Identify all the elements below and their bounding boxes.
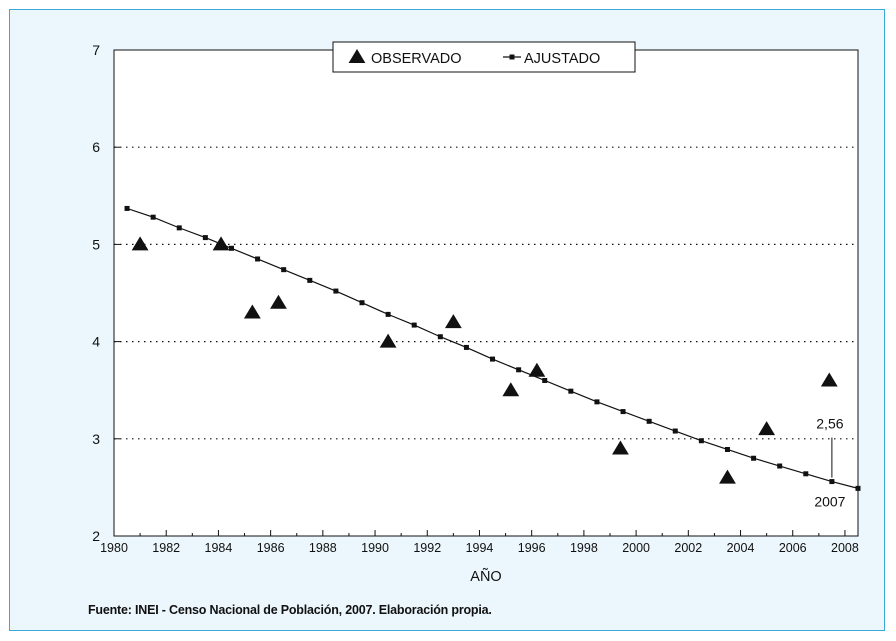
fitted-point	[463, 344, 469, 350]
y-tick-label: 7	[92, 42, 100, 58]
fitted-point	[333, 288, 339, 294]
x-tick-label: 2004	[727, 541, 755, 555]
annotation-year: 2007	[814, 494, 845, 510]
fitted-point	[698, 438, 704, 444]
plot-area	[113, 49, 859, 537]
observed-point	[528, 362, 546, 377]
observed-point	[379, 333, 397, 348]
fitted-point	[228, 245, 234, 251]
legend-ajustado-label: AJUSTADO	[524, 51, 600, 67]
source-note: Fuente: INEI - Censo Nacional de Poblaci…	[88, 603, 492, 617]
fitted-point	[150, 214, 156, 220]
x-tick-label: 2002	[674, 541, 702, 555]
observed-point	[131, 236, 149, 251]
x-tick-label: 1990	[361, 541, 389, 555]
observed-point	[270, 294, 287, 309]
x-tick-label: 2006	[779, 541, 807, 555]
fitted-point	[803, 471, 809, 477]
observed-point	[820, 372, 838, 387]
fitted-point	[385, 311, 391, 317]
y-tick-label: 3	[92, 431, 100, 447]
x-tick-label: 1980	[100, 541, 128, 555]
plot-layer: 2 3 4 5 6 7 1980 1982 1984 1986 1988 1990 1992 1994 19…	[92, 41, 861, 585]
fitted-point	[724, 446, 730, 452]
x-tick-label: 1988	[309, 541, 337, 555]
y-tick-label: 5	[92, 236, 100, 252]
x-tick-label: 1996	[518, 541, 546, 555]
fitted-point	[620, 409, 626, 415]
fitted-point	[542, 377, 548, 383]
observed-point	[758, 421, 776, 436]
x-axis-title: AÑO	[470, 568, 501, 585]
observed-point	[243, 304, 261, 319]
fitted-point	[202, 235, 208, 241]
fitted-point	[437, 334, 443, 340]
x-tick-label: 1982	[152, 541, 180, 555]
fitted-point	[568, 388, 574, 394]
legend-box	[332, 41, 636, 73]
fitted-point	[281, 267, 287, 273]
x-tick-label: 1986	[257, 541, 285, 555]
x-tick-label: 1984	[205, 541, 233, 555]
y-tick-label: 4	[92, 334, 100, 350]
fitted-point	[646, 418, 652, 424]
observed-point	[612, 440, 629, 455]
y-tick-label: 2	[92, 528, 100, 544]
observed-point	[502, 382, 520, 397]
observed-point	[444, 314, 462, 329]
fitted-point	[490, 356, 496, 362]
y-tick-label: 6	[92, 139, 100, 155]
legend-ajustado-marker	[509, 54, 515, 60]
fitted-point	[359, 300, 365, 306]
fitted-point	[411, 322, 417, 328]
observed-point	[719, 469, 736, 484]
observed-point	[212, 236, 230, 251]
legend-observado-label: OBSERVADO	[371, 51, 462, 67]
fitted-point	[855, 485, 861, 491]
legend-observado-marker	[348, 49, 366, 63]
fitted-point	[829, 479, 835, 485]
fitted-point	[594, 399, 600, 405]
x-tick-label: 1998	[570, 541, 598, 555]
annotation-value: 2,56	[816, 416, 843, 432]
fitted-point	[124, 205, 130, 211]
fitted-point	[307, 277, 313, 283]
x-tick-label: 1992	[413, 541, 441, 555]
x-tick-label: 2008	[831, 541, 859, 555]
x-tick-label: 2000	[622, 541, 650, 555]
fitted-point	[672, 428, 678, 434]
fitted-point	[751, 455, 757, 461]
fitted-point	[516, 367, 522, 373]
fitted-point	[176, 225, 182, 231]
fitted-point	[777, 463, 783, 469]
x-tick-label: 1994	[466, 541, 494, 555]
fitted-point	[255, 256, 261, 262]
